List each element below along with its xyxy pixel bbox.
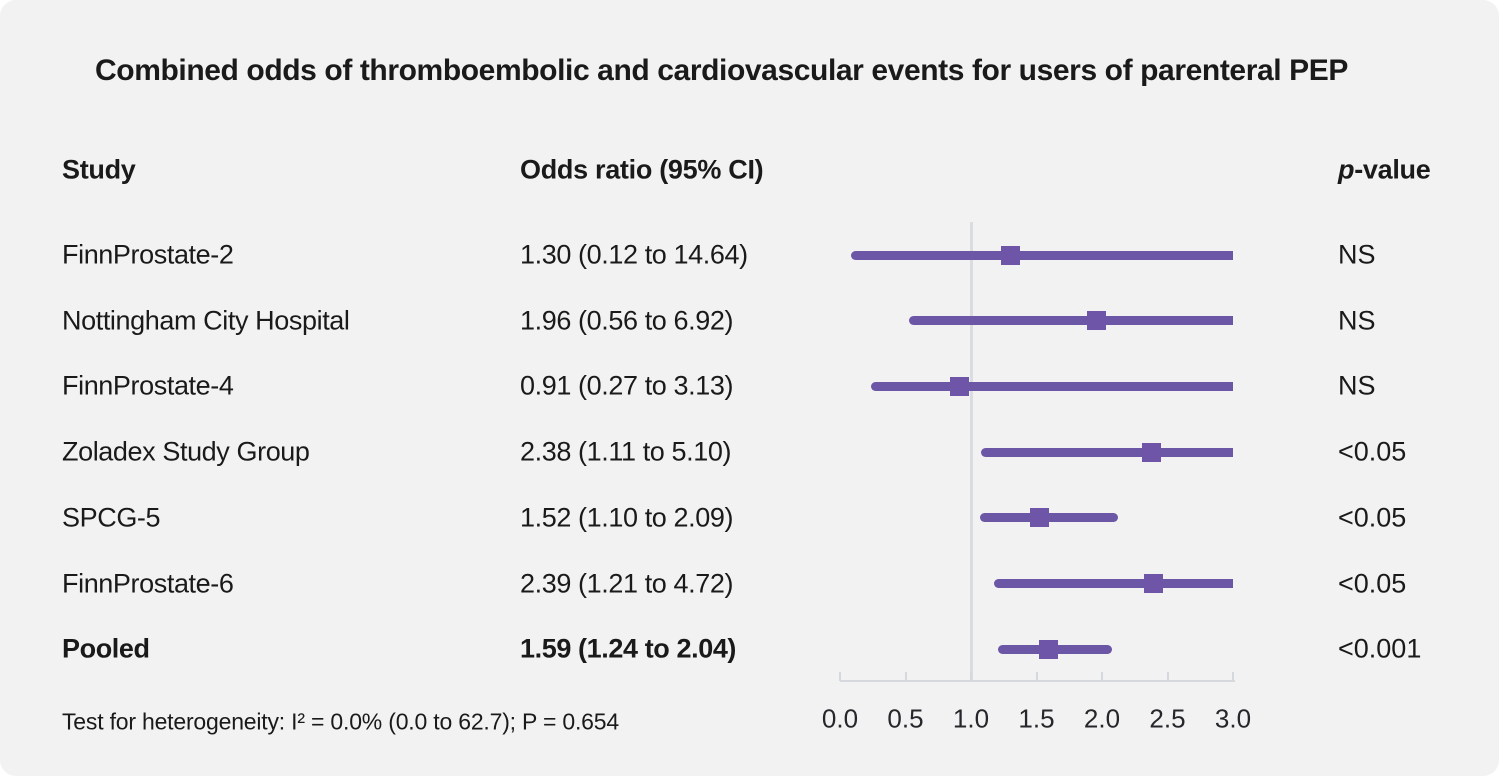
x-axis-line xyxy=(840,680,1235,682)
column-header-p-value: p-value xyxy=(1338,154,1431,186)
x-axis-tick xyxy=(904,672,907,681)
reference-line-1 xyxy=(969,222,973,681)
study-label: FinnProstate-2 xyxy=(62,239,234,270)
or-marker xyxy=(1142,442,1162,462)
or-marker xyxy=(1000,245,1020,265)
x-axis-tick xyxy=(1232,672,1234,681)
study-label: Pooled xyxy=(62,633,150,664)
x-axis-tick-label: 3.0 xyxy=(1214,703,1252,734)
x-axis-tick xyxy=(1166,672,1169,681)
or-ci-label: 1.52 (1.10 to 2.09) xyxy=(520,502,734,533)
p-value-label: NS xyxy=(1338,305,1376,336)
p-value-label: <0.001 xyxy=(1338,633,1422,664)
p-value-header-italic-p: p xyxy=(1338,154,1355,185)
or-marker xyxy=(1143,574,1163,594)
column-header-study: Study xyxy=(62,154,136,185)
or-marker xyxy=(1029,508,1049,528)
or-marker xyxy=(1087,311,1107,331)
p-value-label: <0.05 xyxy=(1338,436,1407,467)
x-axis-tick xyxy=(839,672,841,681)
x-axis-tick xyxy=(1035,672,1038,681)
p-value-label: <0.05 xyxy=(1338,502,1407,533)
or-ci-label: 1.96 (0.56 to 6.92) xyxy=(520,305,734,336)
x-axis-tick xyxy=(1101,672,1103,681)
column-header-odds-ratio: Odds ratio (95% CI) xyxy=(520,154,764,185)
p-value-header-rest: -value xyxy=(1354,154,1431,185)
or-marker xyxy=(1038,639,1058,659)
x-axis-tick-label: 2.5 xyxy=(1149,703,1186,734)
study-label: Zoladex Study Group xyxy=(62,436,310,467)
x-axis-tick-label: 0.5 xyxy=(887,703,924,734)
p-value-label: NS xyxy=(1338,370,1376,401)
x-axis-tick-label: 1.0 xyxy=(952,703,990,734)
or-ci-label: 2.38 (1.11 to 5.10) xyxy=(520,436,732,467)
p-value-label: <0.05 xyxy=(1338,568,1407,599)
or-ci-label: 2.39 (1.21 to 4.72) xyxy=(520,568,734,599)
or-ci-label: 0.91 (0.27 to 3.13) xyxy=(520,370,734,401)
ci-line xyxy=(979,513,1119,523)
p-value-label: NS xyxy=(1338,239,1376,270)
or-ci-label: 1.30 (0.12 to 14.64) xyxy=(520,239,748,270)
or-marker xyxy=(949,376,969,396)
or-ci-label: 1.59 (1.24 to 2.04) xyxy=(520,633,737,664)
ci-line xyxy=(980,447,1233,457)
study-label: FinnProstate-6 xyxy=(62,568,234,599)
ci-line xyxy=(870,381,1233,391)
x-axis-tick-label: 2.0 xyxy=(1083,703,1121,734)
x-axis-tick-label: 0.0 xyxy=(821,703,859,734)
study-label: FinnProstate-4 xyxy=(62,370,234,401)
x-axis-tick xyxy=(970,672,972,681)
ci-line xyxy=(851,250,1233,260)
heterogeneity-note: Test for heterogeneity: I² = 0.0% (0.0 t… xyxy=(62,708,619,735)
study-label: Nottingham City Hospital xyxy=(62,305,350,336)
x-axis-tick-label: 1.5 xyxy=(1018,703,1055,734)
chart-title: Combined odds of thromboembolic and card… xyxy=(95,54,1348,87)
study-label: SPCG-5 xyxy=(62,502,161,533)
ci-line xyxy=(908,316,1233,326)
ci-line xyxy=(994,579,1233,589)
